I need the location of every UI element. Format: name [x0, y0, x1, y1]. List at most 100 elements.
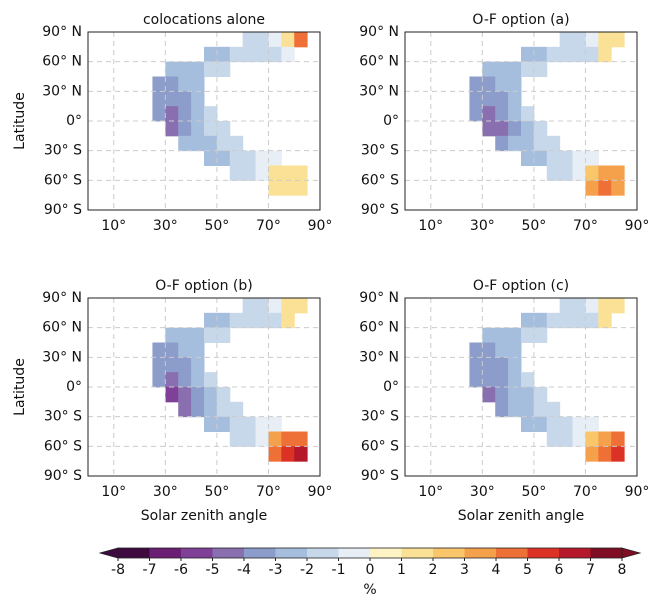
y-tick-label: 60° N	[42, 320, 82, 336]
y-tick-label: 60° S	[361, 438, 399, 454]
panel-title: O-F option (b)	[155, 278, 253, 294]
y-tick-label: 60° N	[359, 54, 399, 70]
cell	[482, 61, 496, 77]
cell	[191, 327, 205, 343]
cell	[281, 32, 295, 48]
cell	[191, 61, 205, 77]
cell	[268, 46, 282, 63]
x-tick-label: 70°	[573, 218, 598, 234]
cell	[152, 372, 166, 388]
colorbar-tick-label: -7	[143, 562, 157, 578]
cell	[546, 46, 561, 63]
cell	[294, 180, 308, 196]
plot-frame	[404, 31, 638, 211]
cell	[204, 121, 218, 137]
colorbar-swatch	[559, 548, 591, 558]
cell	[546, 150, 561, 166]
cell	[546, 165, 561, 181]
cell	[229, 312, 244, 329]
cell	[572, 298, 586, 314]
cell	[521, 150, 535, 166]
cell	[495, 357, 509, 373]
cell	[255, 46, 269, 63]
colorbar-tick-label: 3	[460, 562, 469, 578]
cell	[533, 46, 548, 63]
colorbar-swatch	[338, 548, 371, 558]
cell	[281, 46, 295, 63]
cell	[508, 372, 522, 388]
cell	[255, 298, 269, 314]
y-tick-label: 30° S	[44, 409, 82, 425]
cell	[281, 312, 295, 329]
cell	[165, 372, 179, 388]
x-axis-label: Solar zenith angle	[141, 508, 268, 524]
cell	[611, 446, 625, 462]
colorbar-tick-label: 8	[618, 562, 627, 578]
cell	[242, 312, 257, 329]
cell	[191, 401, 205, 418]
cell	[533, 61, 548, 77]
cell	[546, 135, 561, 152]
cell	[585, 312, 599, 329]
cell	[229, 416, 244, 432]
cell	[482, 121, 496, 137]
cell	[598, 46, 612, 63]
colorbar-swatch	[401, 548, 434, 558]
cell	[255, 431, 269, 447]
colorbar-swatch	[590, 548, 623, 558]
cell	[255, 32, 269, 48]
cell	[521, 327, 535, 343]
x-tick-label: 10°	[418, 484, 443, 500]
cell	[268, 416, 282, 432]
x-tick-label: 50°	[204, 218, 229, 234]
colorbar-tick-label: 7	[586, 562, 595, 578]
y-tick-label: 60° S	[361, 172, 399, 188]
cell	[495, 135, 509, 152]
cell	[152, 357, 166, 373]
cell	[178, 372, 192, 388]
cell	[178, 121, 192, 137]
colorbar-tick-label: -2	[300, 562, 314, 578]
cell	[255, 312, 269, 329]
y-tick-label: 90° N	[42, 290, 82, 306]
cell	[152, 91, 166, 107]
cell	[559, 32, 574, 48]
cell	[611, 431, 625, 447]
cell	[152, 106, 166, 122]
cell	[178, 357, 192, 373]
cell	[521, 61, 535, 77]
cell	[572, 32, 586, 48]
cell	[611, 298, 625, 314]
cell	[598, 298, 612, 314]
cell	[178, 106, 192, 122]
cell	[533, 416, 548, 432]
cell	[191, 91, 205, 107]
cell	[482, 327, 496, 343]
x-tick-label: 30°	[153, 218, 178, 234]
colorbar-swatch	[181, 548, 213, 558]
y-tick-label: 30° N	[42, 349, 82, 365]
colorbar-tick-label: -6	[174, 562, 188, 578]
cell	[178, 387, 192, 403]
cell	[255, 416, 269, 432]
cell	[533, 121, 548, 137]
cell	[559, 416, 574, 432]
x-tick-label: 70°	[256, 218, 281, 234]
y-axis-label: Latitude	[12, 92, 28, 150]
cell	[165, 342, 179, 358]
y-tick-label: 60° S	[44, 438, 82, 454]
cell	[178, 61, 192, 77]
colorbar-tick-label: 1	[397, 562, 406, 578]
cell	[521, 106, 535, 122]
cell	[204, 150, 218, 166]
x-axis-label: Solar zenith angle	[458, 508, 585, 524]
x-tick-label: 70°	[573, 484, 598, 500]
cell	[294, 298, 308, 314]
colorbar-tick-label: 4	[492, 562, 501, 578]
colorbar-swatch	[464, 548, 497, 558]
cell	[598, 431, 612, 447]
cell	[482, 387, 496, 403]
cell	[495, 327, 509, 343]
cell	[585, 32, 599, 48]
cell	[546, 431, 561, 447]
